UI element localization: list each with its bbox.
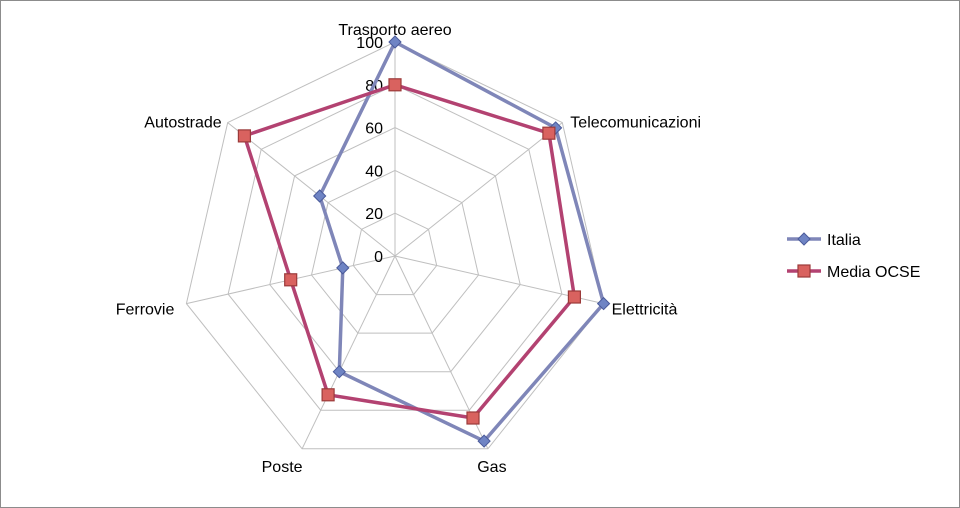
series-0-point-0 [388,35,402,49]
grid-ring-20 [352,212,438,296]
series-1-point-6 [237,129,251,143]
axis-label-2: Elettricità [612,302,678,319]
series-1-point-3 [466,411,480,425]
tick-label-0: 0 [374,249,383,266]
tick-label-60: 60 [365,121,383,138]
series-line-0 [317,40,606,443]
axis-label-3: Gas [477,459,506,476]
series-0-point-2 [596,296,611,311]
legend-label-0: Italia [827,232,861,249]
grid-ring-60 [269,127,521,373]
tick-label-100: 100 [356,35,383,52]
series-1-point-2 [567,290,582,304]
grid-ring-100 [185,41,605,450]
series-1-point-0 [388,78,402,92]
series-0-point-4 [332,364,347,379]
axis-label-0: Trasporto aereo [338,22,451,39]
series-0-point-6 [312,189,327,203]
series-1-point-1 [542,126,556,140]
legend-marker-1 [797,264,811,278]
legend-label-1: Media OCSE [827,264,920,281]
axis-label-1: Telecomunicazioni [570,115,701,132]
axis-label-4: Poste [262,459,303,476]
series-1-point-5 [284,273,298,287]
axis-label-6: Autostrade [144,115,221,132]
spoke-6 [227,122,396,257]
legend-marker-0 [797,232,811,246]
spoke-1 [394,122,563,257]
series-0-point-5 [336,261,350,275]
tick-label-40: 40 [365,163,383,180]
tick-label-20: 20 [365,206,383,223]
series-1-point-4 [321,388,335,402]
series-line-1 [242,83,577,420]
series-0-point-3 [477,434,491,448]
spoke-4 [301,255,396,450]
axis-label-5: Ferrovie [116,302,175,319]
